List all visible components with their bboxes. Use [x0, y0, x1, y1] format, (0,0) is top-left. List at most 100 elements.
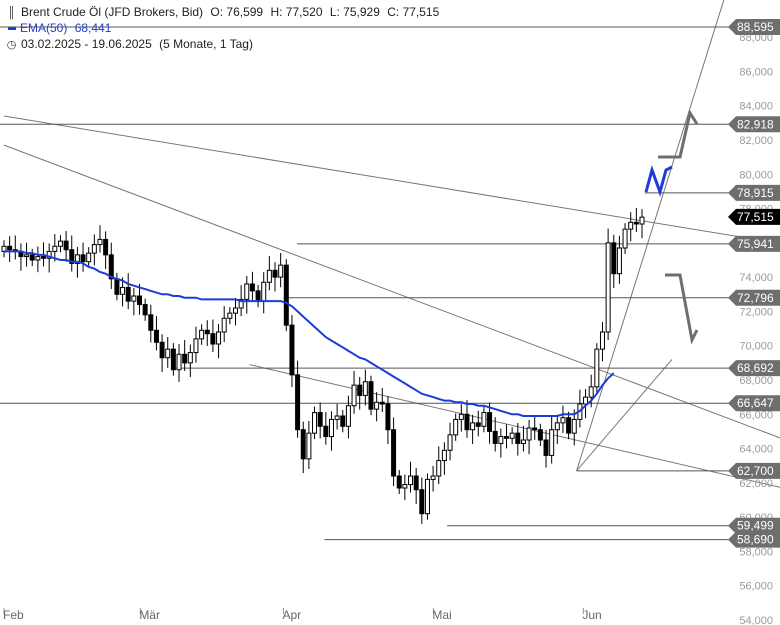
current-price-tag: 77,515 — [737, 210, 774, 224]
candle-body — [419, 489, 425, 515]
candle-body — [306, 432, 312, 460]
x-tick-label: Mai — [432, 608, 451, 622]
candle-body — [362, 381, 368, 396]
candle-body — [238, 298, 244, 309]
price-level-tag: 88,595 — [737, 20, 774, 34]
trend-line — [3, 115, 780, 244]
candle-body — [176, 353, 182, 371]
clock-icon: ◷ — [6, 39, 17, 51]
price-level-tag-bg — [728, 360, 780, 377]
candlestick-icon: ║ — [7, 7, 16, 19]
candle-body — [74, 254, 80, 264]
y-tick-label: 54,000 — [739, 615, 773, 625]
candle-body — [503, 436, 509, 439]
candle-body — [69, 249, 75, 264]
candle-body — [221, 317, 227, 333]
trend-line — [249, 364, 780, 488]
candle-body — [470, 422, 476, 431]
candle-body — [272, 269, 278, 278]
candle-body — [413, 475, 419, 491]
ema-legend-swatch — [8, 27, 16, 31]
y-tick-label: 58,000 — [739, 546, 773, 558]
y-tick-label: 88,000 — [739, 32, 773, 44]
price-level-tag-bg — [728, 18, 780, 35]
candle-body — [328, 418, 334, 438]
instrument-header: ║ Brent Crude Öl (JFD Brokers, Bid) O: 76… — [6, 5, 443, 19]
candle-body — [255, 290, 261, 302]
open-value: O: 76,599 — [210, 5, 264, 19]
candle-body — [317, 412, 323, 427]
candle-body — [599, 331, 605, 350]
candle-body — [278, 264, 284, 278]
candle-body — [187, 352, 193, 364]
candle-body — [515, 432, 521, 444]
candle-body — [622, 228, 628, 249]
price-level-tag-bg — [728, 517, 780, 534]
candle-body — [554, 422, 560, 431]
price-level-tag-bg — [728, 116, 780, 133]
candle-body — [199, 329, 205, 340]
candle-body — [605, 242, 611, 333]
candle-body — [526, 427, 532, 441]
candle-body — [475, 422, 481, 427]
candle-body — [125, 286, 131, 302]
price-level-tag-bg — [728, 395, 780, 412]
candle-body — [368, 381, 374, 410]
candle-body — [295, 374, 301, 431]
date-range-row: ◷ 03.02.2025 - 19.06.2025 (5 Monate, 1 Ta… — [6, 37, 257, 51]
candle-body — [216, 331, 222, 345]
candle-body — [103, 238, 109, 256]
candle-body — [374, 401, 380, 410]
ema50-line — [4, 250, 615, 417]
candle-body — [396, 475, 402, 489]
candle-body — [543, 439, 549, 456]
candle-body — [312, 412, 318, 434]
upside-scenario-arrow — [658, 109, 699, 159]
period: (5 Monate, 1 Tag) — [159, 37, 253, 51]
candle-body — [345, 405, 351, 427]
low-value: L: 75,929 — [329, 5, 380, 19]
candle-body — [24, 254, 30, 258]
trend-line — [576, 359, 673, 472]
y-tick-label: 64,000 — [739, 444, 773, 456]
x-tick-label: Apr — [282, 608, 301, 622]
price-level-tag: 62,700 — [737, 464, 774, 478]
candle-body — [300, 429, 306, 460]
candle-body — [334, 415, 340, 420]
price-level-tag: 75,941 — [737, 237, 774, 251]
candle-body — [210, 333, 216, 345]
candle-body — [63, 240, 69, 251]
candle-body — [351, 384, 357, 407]
x-tick-label: Feb — [3, 608, 24, 622]
candle-body — [137, 295, 143, 306]
candle-body — [492, 430, 498, 444]
price-level-tag: 66,647 — [737, 396, 774, 410]
ema-label: EMA(50) — [20, 21, 68, 35]
candle-body — [560, 417, 566, 424]
bullish-scenario-arrow — [644, 165, 673, 197]
candle-body — [193, 338, 199, 354]
y-tick-label: 56,000 — [739, 581, 773, 593]
candle-body — [408, 475, 414, 486]
price-level-tag: 72,796 — [737, 291, 774, 305]
y-tick-label: 62,000 — [739, 478, 773, 490]
candle-body — [481, 412, 487, 427]
price-level-tag: 59,499 — [737, 519, 774, 533]
candle-body — [458, 413, 464, 420]
candle-body — [120, 286, 126, 295]
price-level-tag-bg — [728, 235, 780, 252]
candle-body — [153, 329, 159, 343]
price-level-tag-bg — [728, 289, 780, 306]
x-tick-label: Jun — [582, 608, 601, 622]
candle-body — [283, 264, 289, 326]
candle-body — [289, 324, 295, 376]
candle-body — [35, 256, 41, 261]
candle-body — [583, 396, 589, 405]
candle-body — [453, 418, 459, 436]
candle-body — [487, 412, 493, 432]
candle-body — [204, 329, 210, 335]
candle-body — [571, 418, 577, 434]
candle-body — [566, 417, 572, 434]
ema-legend: EMA(50) 68,441 — [6, 21, 115, 35]
